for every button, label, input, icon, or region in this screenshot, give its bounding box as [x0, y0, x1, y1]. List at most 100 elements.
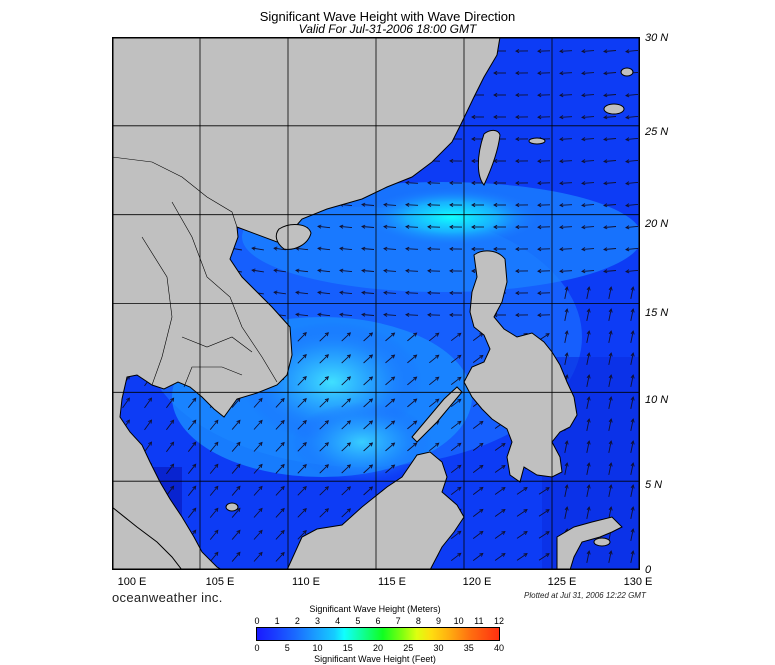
wave-direction-arrowhead — [126, 419, 130, 424]
wave-direction-arrowhead — [586, 550, 591, 555]
wave-direction-arrowhead — [302, 376, 307, 381]
wave-direction-arrowhead — [405, 202, 410, 207]
lat-label-25n: 25 N — [645, 126, 669, 138]
wave-direction-arrow — [363, 354, 373, 364]
landmass-philippines — [463, 250, 578, 483]
wave-direction-arrow — [363, 420, 373, 430]
wave-direction-arrow — [209, 464, 219, 474]
wave-direction-arrow — [253, 508, 263, 518]
wave-direction-arrowhead — [581, 93, 586, 98]
wave-direction-arrow — [564, 507, 568, 519]
wave-direction-arrow — [586, 331, 590, 343]
wave-direction-arrow — [253, 420, 263, 430]
wave-direction-arrowhead — [361, 290, 366, 295]
wave-direction-arrowhead — [361, 246, 366, 251]
wave-direction-arrow — [341, 354, 351, 364]
wave-direction-arrowhead — [258, 397, 263, 403]
wave-direction-arrowhead — [537, 225, 542, 230]
legend-feet-tick: 0 — [254, 643, 260, 653]
wave-direction-arrow — [405, 314, 419, 316]
wave-direction-arrowhead — [405, 224, 410, 229]
wave-direction-arrow — [586, 309, 590, 321]
wave-direction-arrowhead — [586, 330, 591, 335]
wave-direction-arrowhead — [630, 286, 635, 291]
wave-direction-arrowhead — [449, 202, 454, 207]
wave-direction-arrow — [361, 204, 375, 206]
wave-direction-arrowhead — [586, 440, 591, 445]
wave-direction-arrowhead — [427, 180, 432, 185]
lon-label-115e: 115 E — [378, 576, 406, 588]
wave-direction-arrowhead — [625, 203, 630, 208]
wave-direction-arrow — [231, 464, 241, 474]
wave-direction-arrow — [586, 463, 590, 475]
wave-direction-arrow — [608, 485, 612, 497]
wave-direction-arrow — [472, 465, 484, 473]
wave-direction-arrowhead — [515, 313, 520, 318]
wave-direction-arrow — [625, 49, 639, 53]
wave-direction-arrow — [450, 442, 462, 452]
wave-direction-arrowhead — [603, 269, 608, 274]
wave-direction-arrow — [341, 420, 351, 430]
wave-direction-arrow — [385, 332, 395, 342]
wave-direction-arrowhead — [435, 376, 440, 381]
wave-direction-arrowhead — [368, 464, 374, 469]
wave-direction-arrowhead — [457, 442, 462, 447]
wave-direction-arrowhead — [280, 485, 285, 491]
wave-direction-arrow — [581, 160, 595, 162]
wave-direction-arrowhead — [537, 49, 542, 54]
wave-height-map — [112, 37, 640, 570]
wave-direction-arrowhead — [324, 354, 329, 359]
wave-direction-arrow — [450, 552, 462, 562]
wave-direction-arrowhead — [630, 374, 635, 379]
wave-direction-arrow — [407, 442, 417, 452]
wave-direction-arrowhead — [625, 181, 630, 186]
wave-direction-arrow — [603, 248, 617, 250]
wave-direction-arrowhead — [581, 115, 586, 120]
wave-direction-arrow — [407, 398, 417, 408]
wave-direction-arrow — [383, 292, 397, 294]
wave-direction-arrow — [339, 291, 353, 295]
wave-direction-arrowhead — [559, 269, 564, 274]
wave-direction-arrowhead — [457, 398, 462, 403]
wave-direction-arrowhead — [170, 419, 175, 424]
wave-direction-arrowhead — [501, 530, 506, 535]
wave-direction-arrow — [472, 355, 484, 363]
wave-direction-arrow — [209, 420, 219, 430]
wave-direction-arrowhead — [581, 71, 586, 76]
wave-direction-arrowhead — [280, 529, 285, 535]
wave-direction-arrow — [297, 398, 307, 408]
wave-direction-arrowhead — [559, 137, 564, 142]
wave-direction-arrowhead — [493, 202, 498, 208]
land-masses — [112, 37, 634, 570]
wave-direction-arrow — [586, 419, 590, 431]
wave-direction-arrowhead — [515, 115, 520, 120]
legend-feet-tick: 5 — [284, 643, 290, 653]
wave-direction-arrow — [450, 486, 462, 496]
wave-direction-arrowhead — [608, 418, 613, 423]
wave-direction-arrow — [625, 93, 639, 97]
wave-direction-arrow — [405, 226, 419, 228]
legend-meters-tick: 11 — [474, 616, 484, 626]
wave-direction-arrowhead — [457, 420, 462, 425]
wave-direction-arrow — [361, 270, 375, 272]
wave-direction-arrowhead — [537, 247, 542, 252]
wave-direction-arrow — [275, 552, 285, 562]
wave-direction-arrow — [581, 270, 595, 272]
wave-direction-arrow — [231, 486, 241, 496]
wave-direction-arrow — [450, 398, 462, 408]
wave-direction-arrowhead — [449, 180, 454, 185]
wave-direction-arrowhead — [346, 398, 351, 403]
wave-direction-arrowhead — [280, 397, 285, 403]
wave-direction-arrow — [564, 463, 568, 475]
wave-direction-arrow — [603, 116, 617, 118]
wave-direction-arrow — [363, 398, 373, 408]
wave-direction-arrowhead — [302, 398, 307, 403]
wave-direction-arrow — [187, 486, 197, 496]
wave-direction-arrowhead — [515, 181, 520, 186]
wave-direction-arrowhead — [280, 419, 285, 425]
wave-direction-arrowhead — [258, 529, 263, 535]
wave-direction-arrow — [297, 376, 307, 386]
wave-direction-arrow — [450, 376, 462, 386]
wave-direction-arrowhead — [324, 508, 329, 513]
wave-direction-arrow — [385, 376, 395, 386]
